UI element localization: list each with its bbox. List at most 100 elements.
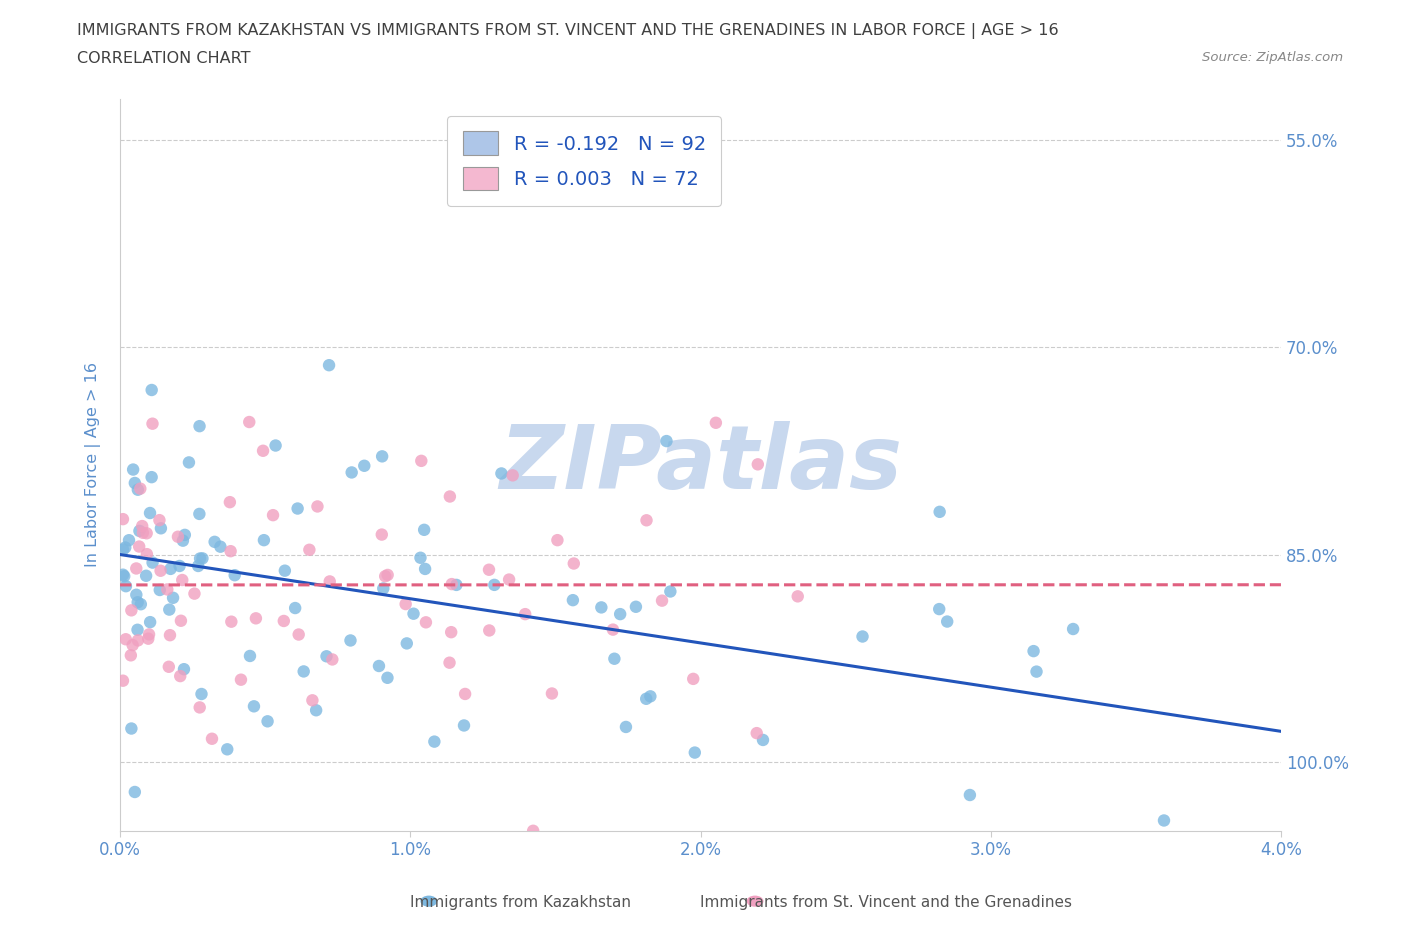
- Point: [177, 455, 200, 470]
- Point: [453, 718, 475, 733]
- Point: [1025, 664, 1047, 679]
- Point: [292, 664, 315, 679]
- Point: [353, 458, 375, 473]
- Point: [402, 606, 425, 621]
- Point: [157, 659, 180, 674]
- Point: [111, 567, 134, 582]
- Point: [395, 597, 418, 612]
- Point: [377, 671, 399, 685]
- Point: [129, 597, 152, 612]
- Point: [603, 651, 626, 666]
- Point: [683, 745, 706, 760]
- Point: [851, 629, 873, 644]
- Point: [127, 622, 149, 637]
- Point: [252, 444, 274, 458]
- Point: [440, 577, 463, 591]
- Point: [522, 823, 544, 838]
- Point: [928, 602, 950, 617]
- Point: [125, 561, 148, 576]
- Point: [591, 600, 613, 615]
- Point: [129, 481, 152, 496]
- Point: [224, 567, 246, 582]
- Point: [423, 734, 446, 749]
- Point: [478, 563, 501, 578]
- Point: [371, 527, 394, 542]
- Text: CORRELATION CHART: CORRELATION CHART: [77, 51, 250, 66]
- Point: [156, 582, 179, 597]
- Point: [159, 562, 181, 577]
- Point: [305, 703, 328, 718]
- Point: [149, 521, 172, 536]
- Point: [319, 574, 342, 589]
- Point: [704, 416, 727, 431]
- Point: [371, 449, 394, 464]
- Point: [217, 742, 239, 757]
- Point: [114, 631, 136, 646]
- Point: [209, 539, 232, 554]
- Point: [120, 648, 142, 663]
- Point: [682, 671, 704, 686]
- Point: [136, 631, 159, 646]
- Point: [373, 581, 395, 596]
- Point: [111, 673, 134, 688]
- Point: [128, 539, 150, 554]
- Point: [1062, 621, 1084, 636]
- Text: Immigrants from Kazakhstan: Immigrants from Kazakhstan: [409, 895, 631, 910]
- Point: [747, 457, 769, 472]
- Point: [162, 591, 184, 605]
- Point: [239, 648, 262, 663]
- Point: [201, 731, 224, 746]
- Point: [484, 578, 506, 592]
- Point: [262, 508, 284, 523]
- Point: [936, 614, 959, 629]
- Point: [614, 720, 637, 735]
- Point: [298, 542, 321, 557]
- Point: [287, 501, 309, 516]
- Text: ZIPatlas: ZIPatlas: [499, 421, 903, 508]
- Point: [411, 454, 433, 469]
- Point: [139, 506, 162, 521]
- Point: [256, 714, 278, 729]
- Point: [284, 601, 307, 616]
- Point: [1153, 813, 1175, 828]
- Point: [188, 700, 211, 715]
- Point: [135, 568, 157, 583]
- Point: [115, 578, 138, 593]
- Point: [167, 529, 190, 544]
- Point: [602, 622, 624, 637]
- Point: [127, 595, 149, 610]
- Point: [287, 627, 309, 642]
- Text: Source: ZipAtlas.com: Source: ZipAtlas.com: [1202, 51, 1343, 64]
- Point: [141, 417, 163, 432]
- Point: [374, 569, 396, 584]
- Point: [127, 633, 149, 648]
- Point: [172, 533, 194, 548]
- Point: [655, 433, 678, 448]
- Point: [111, 512, 134, 526]
- Y-axis label: In Labor Force | Age > 16: In Labor Force | Age > 16: [86, 363, 101, 567]
- Point: [624, 599, 647, 614]
- Point: [395, 636, 418, 651]
- Point: [786, 589, 808, 604]
- Point: [454, 686, 477, 701]
- Point: [562, 556, 585, 571]
- Point: [253, 533, 276, 548]
- Point: [141, 382, 163, 397]
- Point: [413, 562, 436, 577]
- Point: [409, 551, 432, 565]
- Point: [745, 725, 768, 740]
- Point: [149, 582, 172, 597]
- Point: [498, 572, 520, 587]
- Point: [318, 358, 340, 373]
- Point: [188, 507, 211, 522]
- Point: [301, 693, 323, 708]
- Point: [121, 638, 143, 653]
- Point: [243, 698, 266, 713]
- Point: [439, 656, 461, 671]
- Point: [561, 592, 583, 607]
- Point: [491, 466, 513, 481]
- Point: [415, 615, 437, 630]
- Point: [148, 512, 170, 527]
- Point: [1022, 644, 1045, 658]
- Point: [273, 614, 295, 629]
